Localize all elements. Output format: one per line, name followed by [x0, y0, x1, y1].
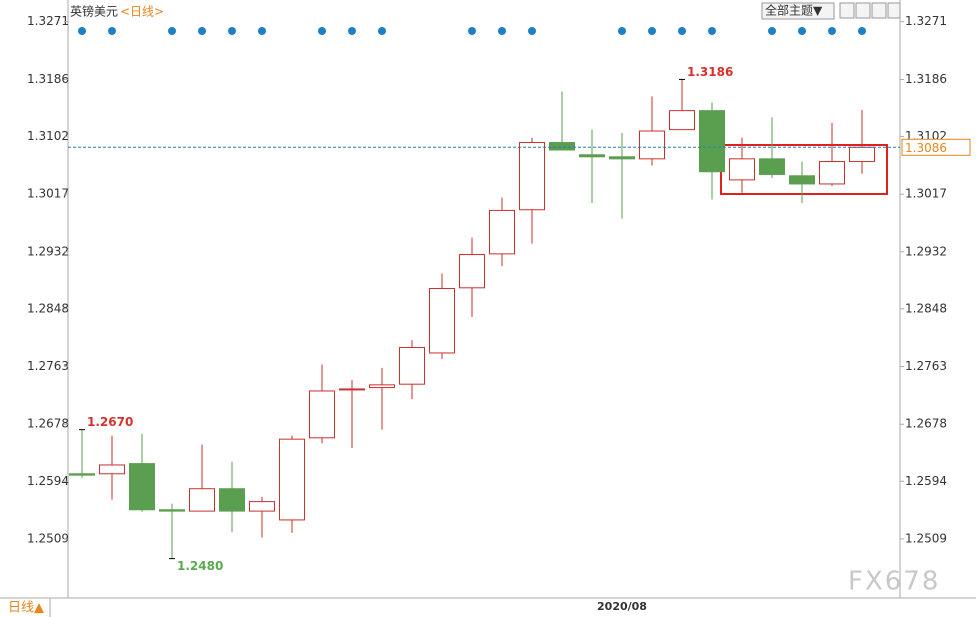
candle-body — [699, 110, 725, 173]
candle-body — [669, 110, 695, 131]
event-dot[interactable] — [648, 27, 656, 35]
candle-body — [609, 156, 635, 160]
y2-tick-label: 1.3186 — [905, 72, 947, 86]
theme-button-box[interactable] — [761, 2, 835, 20]
annotation-label: 1.3186 — [687, 65, 733, 79]
event-markers — [78, 27, 866, 35]
candle-body — [189, 488, 215, 512]
candle-body — [339, 388, 365, 391]
y-tick-label: 1.2594 — [27, 474, 69, 488]
event-dot[interactable] — [378, 27, 386, 35]
candle-body — [69, 473, 95, 476]
annotation-label: 1.2670 — [87, 415, 133, 429]
candle-body — [849, 146, 875, 163]
icon-button[interactable] — [871, 2, 887, 19]
y2-tick-label: 1.2763 — [905, 359, 947, 373]
candle-body — [159, 509, 185, 512]
candle-body — [549, 142, 575, 151]
event-dot[interactable] — [228, 27, 236, 35]
event-dot[interactable] — [798, 27, 806, 35]
annotation-label: 1.2480 — [177, 559, 223, 573]
event-dot[interactable] — [708, 27, 716, 35]
last-price-box — [901, 138, 971, 156]
event-dot[interactable] — [828, 27, 836, 35]
candle-body — [129, 463, 155, 511]
theme-button[interactable]: 全部主题▼ — [765, 3, 823, 18]
event-dot[interactable] — [168, 27, 176, 35]
event-dot[interactable] — [468, 27, 476, 35]
candle-body — [279, 438, 305, 521]
candle-body — [369, 384, 395, 389]
chart-title: 英镑美元 — [70, 4, 118, 19]
event-dot[interactable] — [78, 27, 86, 35]
watermark: FX678 — [848, 567, 940, 597]
candle-body — [309, 390, 335, 439]
event-dot[interactable] — [678, 27, 686, 35]
event-dot[interactable] — [498, 27, 506, 35]
candle-body — [639, 130, 665, 160]
candle-body — [459, 254, 485, 289]
candle-body — [519, 142, 545, 211]
y-tick-label: 1.2509 — [27, 531, 69, 545]
toolbar-icons[interactable] — [839, 2, 901, 19]
y-tick-label: 1.2763 — [27, 359, 69, 373]
y-tick-label: 1.2932 — [27, 244, 69, 258]
candle-body — [219, 488, 245, 512]
event-dot[interactable] — [258, 27, 266, 35]
y2-tick-label: 1.2509 — [905, 531, 947, 545]
event-dot[interactable] — [858, 27, 866, 35]
candle-body — [489, 209, 515, 255]
period-button[interactable]: 日线▲ — [8, 601, 44, 616]
y-tick-label: 1.3102 — [27, 129, 69, 143]
y-tick-label: 1.3186 — [27, 72, 69, 86]
event-dot[interactable] — [198, 27, 206, 35]
candle-body — [429, 287, 455, 354]
icon-button[interactable] — [839, 2, 855, 19]
event-dot[interactable] — [348, 27, 356, 35]
candle-body — [759, 158, 785, 175]
y-tick-label: 1.2678 — [27, 417, 69, 431]
y2-tick-label: 1.2932 — [905, 244, 947, 258]
event-dot[interactable] — [108, 27, 116, 35]
y2-tick-label: 1.3017 — [905, 187, 947, 201]
candle-body — [579, 154, 605, 158]
y2-tick-label: 1.2678 — [905, 417, 947, 431]
y2-tick-label: 1.3271 — [905, 14, 947, 28]
icon-button[interactable] — [887, 2, 901, 19]
candle-body — [249, 501, 275, 512]
y-tick-label: 1.3017 — [27, 187, 69, 201]
icon-button[interactable] — [855, 2, 871, 19]
event-dot[interactable] — [618, 27, 626, 35]
candle-body — [399, 347, 425, 385]
y2-tick-label: 1.2848 — [905, 301, 947, 315]
y2-tick-label: 1.2594 — [905, 474, 947, 488]
event-dot[interactable] — [768, 27, 776, 35]
y-tick-label: 1.2848 — [27, 301, 69, 315]
event-dot[interactable] — [318, 27, 326, 35]
candle-body — [729, 158, 755, 181]
candle-body — [99, 464, 125, 475]
period-label[interactable]: <日线> — [120, 5, 164, 19]
last-price-label: 1.3086 — [905, 141, 947, 155]
candle-body — [789, 175, 815, 185]
candle-body — [819, 161, 845, 185]
y-tick-label: 1.3271 — [27, 14, 69, 28]
x-tick-label: 2020/08 — [597, 600, 647, 613]
event-dot[interactable] — [528, 27, 536, 35]
